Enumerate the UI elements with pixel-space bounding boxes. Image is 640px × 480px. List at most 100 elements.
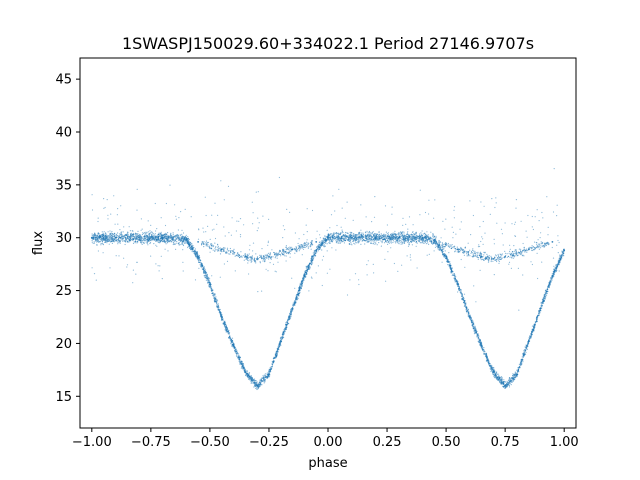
- data-point: [338, 240, 340, 242]
- data-point: [159, 234, 161, 236]
- data-point: [253, 378, 256, 380]
- data-point: [130, 238, 132, 241]
- data-point: [251, 382, 253, 384]
- data-point: [479, 340, 481, 342]
- data-point: [195, 255, 197, 257]
- data-point: [169, 236, 171, 238]
- data-point: [245, 374, 247, 376]
- data-point: [248, 377, 250, 379]
- data-point: [433, 242, 435, 244]
- data-point: [277, 345, 279, 347]
- data-point: [497, 373, 499, 375]
- data-point: [462, 297, 464, 299]
- data-point: [518, 371, 520, 373]
- data-point: [261, 377, 263, 379]
- data-point: [355, 236, 357, 238]
- data-point: [260, 381, 262, 383]
- data-point: [551, 279, 553, 281]
- data-point: [346, 232, 348, 234]
- data-point: [216, 299, 219, 301]
- data-point: [122, 240, 124, 242]
- data-point: [309, 265, 311, 268]
- data-point: [255, 385, 257, 387]
- data-point: [460, 291, 462, 293]
- data-point: [396, 235, 398, 237]
- data-point: [121, 236, 123, 238]
- data-point: [321, 240, 323, 242]
- data-point: [194, 248, 196, 250]
- data-point: [375, 242, 377, 244]
- data-point: [110, 235, 112, 237]
- data-point: [122, 239, 124, 241]
- data-point: [238, 360, 240, 362]
- data-point: [376, 233, 378, 235]
- data-point: [217, 303, 219, 305]
- data-point: [252, 382, 254, 384]
- data-point: [313, 250, 315, 252]
- data-point: [387, 243, 389, 245]
- data-point: [196, 251, 198, 253]
- data-point: [326, 235, 328, 238]
- data-point: [118, 241, 120, 243]
- data-point: [305, 271, 307, 273]
- data-point: [381, 236, 383, 238]
- data-point: [400, 241, 402, 243]
- data-point: [336, 240, 338, 242]
- data-point: [478, 336, 480, 338]
- data-point: [128, 235, 130, 237]
- data-point: [187, 236, 189, 238]
- data-point: [365, 234, 367, 236]
- data-point: [485, 356, 487, 358]
- data-point: [239, 356, 241, 358]
- data-point: [104, 241, 107, 243]
- data-point: [463, 297, 465, 299]
- data-point: [361, 235, 363, 237]
- data-point: [161, 235, 163, 237]
- data-point: [328, 242, 330, 244]
- data-point: [395, 240, 397, 242]
- data-point: [397, 233, 399, 235]
- data-point: [368, 230, 371, 233]
- data-point: [451, 274, 453, 276]
- data-point: [241, 366, 243, 368]
- data-point: [228, 333, 230, 335]
- data-point: [116, 236, 118, 238]
- data-point: [102, 238, 104, 240]
- data-point: [119, 242, 121, 244]
- data-point: [106, 239, 108, 241]
- data-point: [506, 380, 508, 382]
- data-point: [146, 234, 148, 237]
- data-point: [309, 267, 311, 269]
- data-point: [364, 231, 367, 233]
- data-point: [357, 234, 359, 236]
- data-point: [306, 273, 308, 275]
- data-point: [355, 239, 357, 241]
- data-point: [536, 317, 538, 319]
- data-point: [164, 240, 166, 242]
- data-point: [132, 230, 134, 232]
- data-point: [375, 240, 378, 242]
- data-point: [366, 230, 368, 232]
- data-point: [122, 237, 124, 240]
- data-point: [420, 242, 422, 244]
- data-point: [496, 371, 498, 373]
- data-point: [311, 257, 313, 259]
- data-point: [378, 236, 380, 238]
- data-point: [503, 386, 505, 388]
- data-point: [528, 342, 530, 344]
- data-point: [474, 327, 476, 329]
- data-point: [262, 375, 264, 377]
- data-point: [328, 239, 330, 241]
- data-point: [297, 291, 299, 293]
- data-point: [297, 297, 299, 299]
- data-point: [212, 293, 214, 295]
- data-point: [303, 278, 305, 280]
- data-point: [153, 235, 155, 237]
- data-point: [541, 305, 543, 307]
- data-point: [107, 235, 109, 237]
- data-point: [132, 232, 134, 235]
- data-point: [402, 231, 404, 233]
- data-point: [480, 343, 482, 345]
- data-point: [448, 265, 450, 267]
- data-point: [255, 387, 257, 389]
